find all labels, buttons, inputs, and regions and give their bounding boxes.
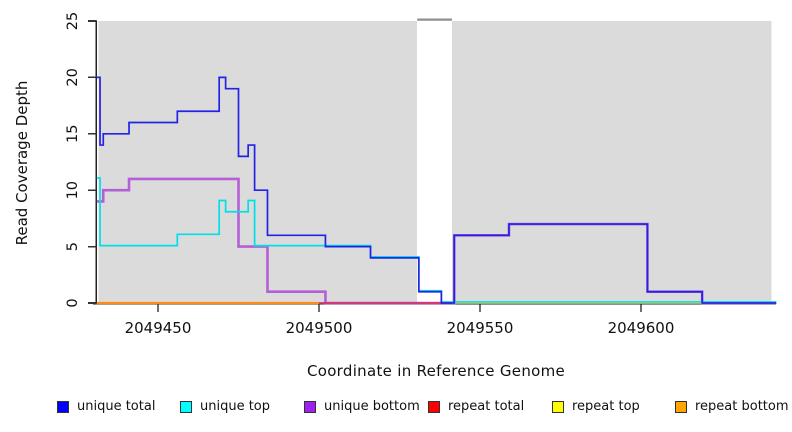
legend-swatch-icon [675,401,687,413]
y-tick-label: 5 [65,242,81,251]
x-tick-label: 2049500 [286,319,353,337]
shaded-region-0 [98,21,418,304]
x-tick-label: 2049450 [125,319,192,337]
legend-swatch-icon [304,401,316,413]
legend-swatch-icon [428,401,440,413]
legend-item-unique-total: unique total [57,399,155,415]
legend-label: repeat bottom [695,399,789,414]
y-tick-label: 15 [65,125,81,143]
y-tick-label: 0 [65,298,81,307]
legend-swatch-icon [552,401,564,413]
legend-label: unique top [200,399,271,414]
x-tick-label: 2049550 [447,319,514,337]
legend-label: repeat top [572,399,640,414]
legend-swatch-icon [57,401,69,413]
legend-label: unique bottom [324,399,420,414]
shaded-region-1 [451,21,772,304]
y-axis-title: Read Coverage Depth [13,80,31,246]
y-tick-label: 10 [65,181,81,199]
legend-item-unique-bottom: unique bottom [304,399,420,415]
legend-label: unique total [77,399,156,414]
legend-item-unique-top: unique top [180,399,270,415]
x-axis-title: Coordinate in Reference Genome [306,362,566,380]
legend-item-repeat-total: repeat total [428,399,524,415]
series-unique-total [96,76,777,304]
legend-swatch-icon [180,401,192,413]
y-tick-label: 25 [65,12,81,30]
legend-item-repeat-top: repeat top [552,399,640,415]
x-tick-label: 2049600 [608,319,675,337]
legend-label: repeat total [448,399,525,414]
y-tick-label: 20 [65,68,81,86]
legend-item-repeat-bottom: repeat bottom [675,399,789,415]
legend: unique total unique top unique bottom repea… [0,399,792,419]
